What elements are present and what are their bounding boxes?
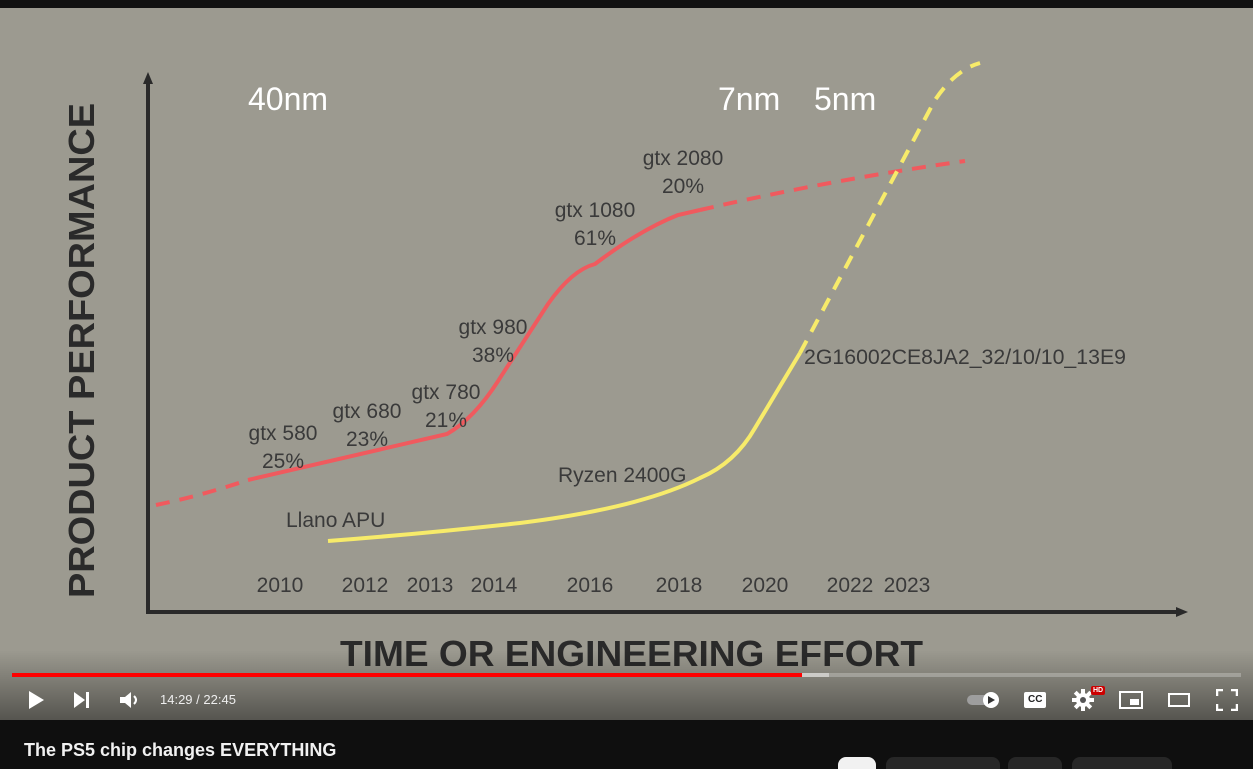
time-display: 14:29 / 22:45 [160, 680, 236, 720]
gpu-label-pct: 20% [662, 175, 704, 198]
year-label: 2013 [407, 574, 454, 597]
controls-gradient [0, 650, 1253, 720]
next-button[interactable] [66, 680, 98, 720]
fullscreen-button[interactable] [1210, 680, 1244, 720]
volume-icon [120, 692, 137, 708]
player-controls: 14:29 / 22:45 CC [0, 680, 1253, 720]
year-label: 2020 [742, 574, 789, 597]
below-player: The PS5 chip changes EVERYTHING [0, 720, 1253, 769]
miniplayer-icon [1119, 691, 1143, 709]
captions-icon [1024, 692, 1046, 708]
video-title: The PS5 chip changes EVERYTHING [24, 740, 337, 760]
chip[interactable] [838, 757, 876, 769]
time-separator: / [192, 692, 204, 707]
gpu-label-name: gtx 780 [412, 381, 481, 404]
progress-bar[interactable] [12, 673, 1241, 677]
time-total: 22:45 [203, 692, 236, 707]
progress-played [12, 673, 803, 677]
captions-button[interactable]: CC [1018, 680, 1052, 720]
x-axis-arrow [1176, 607, 1188, 617]
year-label: 2023 [884, 574, 931, 597]
hd-badge: HD [1091, 686, 1106, 695]
year-label: 2018 [656, 574, 703, 597]
apu-label-ps5: 2G16002CE8JA2_32/10/10_13E9 [804, 346, 1126, 369]
autoplay-toggle[interactable] [964, 680, 1004, 720]
gear-icon [1072, 689, 1094, 711]
top-bar [0, 0, 1253, 8]
slide-chart: PRODUCT PERFORMANCE TIME OR ENGINEERING … [61, 61, 1188, 674]
apu-label-llano: Llano APU [286, 509, 385, 532]
year-label: 2010 [257, 574, 304, 597]
gpu-label-name: gtx 580 [249, 422, 318, 445]
node-label-40nm: 40nm [248, 81, 328, 117]
chip[interactable] [1072, 757, 1172, 769]
gpu-label-pct: 23% [346, 428, 388, 451]
y-axis-arrow [143, 72, 153, 84]
year-label: 2012 [342, 574, 389, 597]
video-player[interactable]: PRODUCT PERFORMANCE TIME OR ENGINEERING … [0, 8, 1253, 720]
chip[interactable] [1008, 757, 1062, 769]
settings-button[interactable] [1066, 680, 1100, 720]
node-label-5nm: 5nm [814, 81, 876, 117]
miniplayer-button[interactable] [1114, 680, 1148, 720]
node-label-7nm: 7nm [718, 81, 780, 117]
gpu-label-name: gtx 2080 [643, 147, 724, 170]
volume-button[interactable] [114, 680, 146, 720]
next-icon [74, 692, 89, 708]
apu-line-dashed [798, 61, 981, 354]
gpu-label-pct: 25% [262, 450, 304, 473]
x-axis-label: TIME OR ENGINEERING EFFORT [340, 633, 923, 674]
play-button[interactable] [20, 680, 52, 720]
apu-label-ryzen: Ryzen 2400G [558, 464, 686, 487]
year-label: 2022 [827, 574, 874, 597]
gpu-line-dashed-start [155, 478, 249, 507]
gpu-label-name: gtx 680 [333, 400, 402, 423]
gpu-label-pct: 21% [425, 409, 467, 432]
y-axis-label: PRODUCT PERFORMANCE [61, 103, 102, 598]
year-label: 2016 [567, 574, 614, 597]
play-icon [29, 691, 44, 709]
theater-icon [1168, 693, 1190, 707]
gpu-line-dashed-end [699, 159, 966, 212]
gpu-label-pct: 61% [574, 227, 616, 250]
year-label: 2014 [471, 574, 518, 597]
time-current: 14:29 [160, 692, 193, 707]
theater-mode-button[interactable] [1162, 680, 1196, 720]
gpu-label-name: gtx 980 [459, 316, 528, 339]
autoplay-toggle-icon [967, 692, 999, 708]
chip[interactable] [886, 757, 1000, 769]
gpu-label-name: gtx 1080 [555, 199, 636, 222]
apu-line [327, 351, 802, 543]
gpu-label-pct: 38% [472, 344, 514, 367]
fullscreen-icon [1216, 689, 1238, 711]
captions-label: CC [1028, 694, 1043, 705]
gpu-line [247, 208, 701, 482]
